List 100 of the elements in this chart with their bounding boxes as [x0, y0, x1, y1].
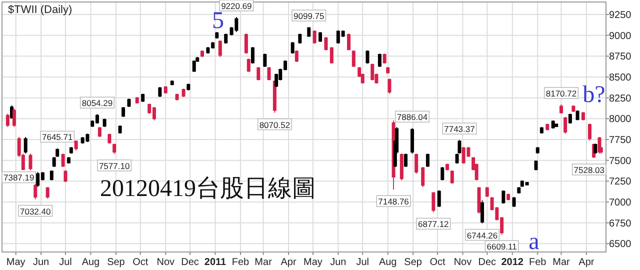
candlestick: [554, 123, 558, 128]
annotation: a: [528, 229, 540, 255]
candlestick: [559, 104, 563, 114]
candlestick: [546, 123, 550, 131]
annotation: 20120419台股日線圖: [100, 176, 316, 202]
candlestick: [517, 186, 521, 194]
candlestick: [307, 26, 311, 38]
annotation: 7577.10: [98, 160, 130, 171]
candlestick: [215, 32, 219, 40]
candlestick: [477, 186, 481, 214]
y-tick-label: 9000: [609, 30, 632, 42]
candlestick: [388, 78, 392, 94]
candlestick: [244, 33, 248, 54]
candlestick: [28, 153, 32, 171]
x-tick-label: Apr: [578, 257, 595, 268]
x-tick-label: 2012: [501, 257, 524, 268]
candlestick: [502, 190, 506, 204]
annotation: 8070.52: [259, 120, 290, 130]
candlestick: [182, 88, 186, 98]
annotation: 8054.29: [82, 98, 113, 108]
candlestick: [330, 46, 334, 64]
candlestick: [256, 66, 260, 81]
y-tick-label: 8500: [609, 72, 632, 84]
candlestick: [272, 80, 276, 114]
y-tick-label: 8000: [609, 114, 632, 126]
x-tick-label: May: [304, 257, 322, 268]
candlestick: [6, 113, 10, 128]
candlestick: [506, 193, 510, 201]
candlestick: [294, 50, 298, 62]
candlestick: [290, 42, 294, 54]
candlestick: [437, 190, 441, 208]
candlestick: [200, 50, 204, 58]
y-tick-label: 7250: [609, 176, 632, 188]
x-tick-label: Sep: [404, 257, 422, 268]
candlestick: [432, 192, 436, 213]
candlestick: [568, 113, 572, 124]
y-tick-label: 7000: [609, 198, 632, 208]
x-tick-label: Jun: [330, 257, 346, 268]
candlestick: [112, 143, 116, 154]
candlestick: [61, 153, 65, 168]
x-tick-label: Jul: [356, 257, 370, 268]
x-tick-label: Jul: [59, 257, 72, 268]
annotation: 7148.76: [378, 196, 410, 207]
candlestick: [572, 104, 576, 112]
x-tick-label: Mar: [552, 257, 571, 268]
annotation: 6744.26: [466, 230, 498, 240]
annotation: 7886.04: [396, 112, 428, 122]
candlestick: [581, 112, 585, 121]
annotation: 7743.37: [444, 124, 476, 134]
x-tick-label: Oct: [430, 257, 446, 268]
candlestick: [352, 50, 356, 68]
y-tick-label: 7500: [609, 156, 632, 167]
annotation: 9220.69: [221, 0, 252, 11]
candlestick: [410, 128, 414, 154]
candlestick: [421, 166, 425, 188]
y-tick-label: 6500: [609, 239, 632, 250]
candlestick: [370, 63, 374, 81]
candlestick: [440, 166, 444, 181]
annotation: 6877.12: [418, 219, 450, 230]
x-tick-label: Sep: [107, 257, 126, 268]
candlestick: [164, 86, 168, 94]
x-tick-label: Aug: [82, 257, 100, 268]
candlestick: [263, 53, 267, 68]
x-tick-label: Oct: [132, 257, 148, 268]
candlestick: [102, 118, 106, 128]
x-tick-label: Dec: [478, 257, 496, 268]
candlestick: [512, 196, 516, 208]
candlestick: [485, 186, 489, 198]
candlestick: [312, 30, 316, 44]
candlestick: [246, 58, 250, 72]
annotation: 8170.72: [546, 88, 577, 98]
y-tick-label: 8750: [609, 52, 632, 63]
candlestick: [175, 93, 179, 101]
candlestick: [141, 93, 145, 102]
candlestick: [382, 53, 386, 64]
candlestick: [135, 96, 139, 104]
x-tick-label: Nov: [454, 257, 472, 268]
x-tick-label: Feb: [529, 257, 547, 268]
y-tick-label: 8250: [609, 93, 632, 104]
annotation: 6609.11: [486, 242, 518, 252]
candlestick: [170, 80, 174, 86]
candlestick: [298, 33, 302, 44]
x-tick-label: Mar: [254, 257, 273, 268]
chart-title: $TWII (Daily): [8, 4, 72, 16]
x-tick-label: Feb: [232, 257, 250, 268]
candlestick: [318, 32, 322, 42]
candlestick: [366, 50, 370, 64]
candlestick: [378, 53, 382, 68]
candlestick: [224, 33, 228, 44]
candlestick: [564, 116, 568, 134]
candlestick: [576, 110, 580, 121]
candlestick: [534, 160, 538, 171]
candlestick: [450, 170, 454, 184]
candlestick: [127, 98, 131, 108]
y-tick-label: 7750: [609, 135, 632, 146]
candlestick: [400, 153, 404, 181]
annotation: 7032.40: [20, 206, 52, 216]
candlestick: [324, 36, 328, 51]
x-tick-label: Aug: [378, 257, 397, 268]
candlestick: [536, 146, 540, 154]
